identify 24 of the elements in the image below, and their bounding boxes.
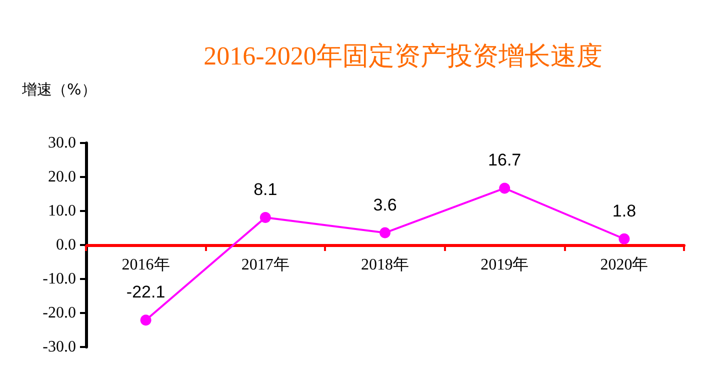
data-label: 3.6 [373,195,397,214]
x-tick-label: 2019年 [480,256,529,274]
point [499,182,510,194]
point [260,212,271,223]
x-tick-label: 2018年 [361,256,409,274]
y-tick-label: -10.0 [42,270,76,288]
data-label: -22.1 [126,282,166,302]
point [380,227,390,238]
data-label: 1.8 [612,201,636,220]
y-tick-label: -30.0 [42,338,76,356]
data-label: 16.7 [488,150,522,170]
y-tick-label: 0.0 [56,236,76,254]
y-tick-label: 20.0 [48,168,76,186]
y-tick-label: 10.0 [48,202,76,220]
x-tick-label: 2016年 [122,256,170,274]
x-tick-label: 2020年 [600,256,648,274]
x-tick-label: 2017年 [241,256,290,274]
y-tick-label: -20.0 [42,304,76,322]
point [140,314,152,326]
y-tick-label: 30.0 [48,134,76,152]
data-label: 8.1 [254,180,278,199]
y-axis-title: 增速（%） [21,80,96,98]
chart-title: 2016-2020年固定资产投资增长速度 [204,42,602,70]
point [618,233,630,244]
